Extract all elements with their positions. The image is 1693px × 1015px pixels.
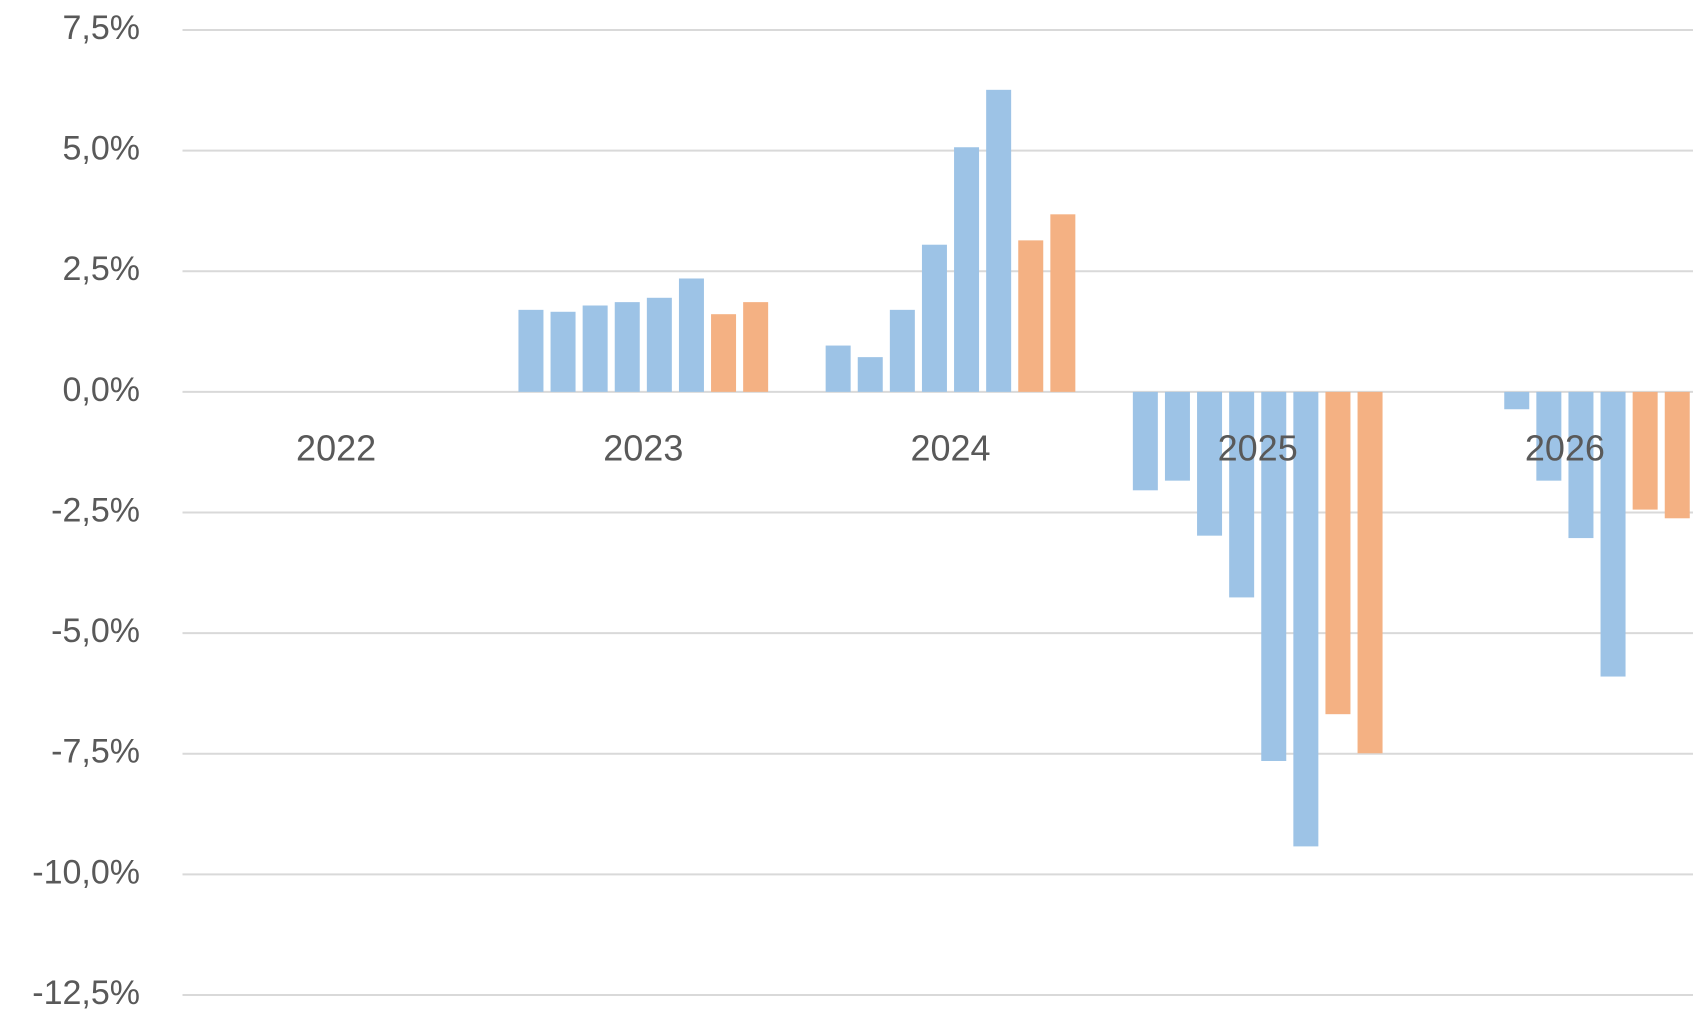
bar [1293, 391, 1319, 847]
x-tick-label: 2023 [603, 428, 683, 469]
x-tick-label: 2025 [1218, 428, 1298, 469]
bar [1504, 391, 1530, 410]
bar [954, 147, 980, 392]
bar [1050, 214, 1076, 392]
bar [1600, 391, 1626, 677]
bar [678, 278, 704, 392]
bar [1229, 391, 1255, 598]
bar [1261, 391, 1287, 761]
y-tick-label: 2,5% [63, 250, 141, 288]
bar [986, 89, 1012, 392]
y-tick-label: -2,5% [51, 491, 140, 529]
bar [1664, 391, 1690, 519]
y-tick-label: -10,0% [32, 853, 140, 891]
bar [921, 244, 947, 392]
y-tick-label: 7,5% [63, 9, 141, 47]
bar [1357, 391, 1383, 754]
y-tick-label: 5,0% [63, 130, 141, 168]
bar [614, 302, 640, 392]
x-tick-label: 2026 [1525, 428, 1605, 469]
bar [1568, 391, 1594, 539]
y-tick-label: 0,0% [63, 371, 141, 409]
bar [743, 302, 769, 392]
bar [825, 345, 851, 392]
bar [711, 314, 737, 392]
bar [582, 305, 608, 392]
bar [857, 357, 883, 392]
bar [646, 297, 672, 392]
y-tick-label: -5,0% [51, 612, 140, 650]
bar [1536, 391, 1562, 481]
x-tick-label: 2024 [910, 428, 990, 469]
bar [889, 309, 915, 392]
bar [550, 311, 576, 392]
bar [1018, 240, 1044, 392]
bar [1325, 391, 1351, 715]
y-tick-label: -12,5% [32, 974, 140, 1012]
bar [518, 309, 544, 392]
x-tick-label: 2022 [296, 428, 376, 469]
y-tick-label: -7,5% [51, 733, 140, 771]
bar [1132, 391, 1158, 491]
bar [1197, 391, 1223, 536]
bar [1164, 391, 1190, 481]
bar [1632, 391, 1658, 510]
